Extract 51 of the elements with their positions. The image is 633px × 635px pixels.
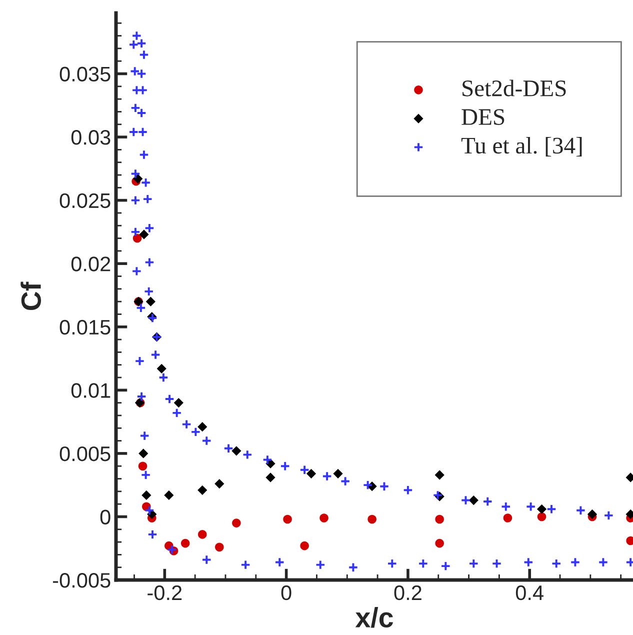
point [232,446,242,456]
y-axis-title: Cf [20,282,42,310]
y-tick-label: 0.03 [71,130,110,145]
point [232,518,241,528]
y-tick-label: 0.015 [60,320,110,335]
y-tick-label: 0.025 [60,193,110,208]
x-tick-label: 0.4 [516,585,544,600]
legend-label: DES [462,109,504,125]
y-tick-label: 0.035 [60,66,110,82]
y-tick-label: 0.02 [71,256,110,272]
y-tick-label: 0 [100,510,110,524]
point [138,462,148,470]
legend-label: Tu et al. [34] [461,137,582,157]
point [536,504,547,514]
point [587,509,598,519]
point [180,538,190,548]
point [306,468,316,478]
point [435,538,444,548]
point [434,470,444,480]
point [198,422,208,432]
point [198,530,207,539]
point [300,541,309,550]
point [468,495,478,506]
legend-label: Set2d-DES [462,80,566,96]
x-tick-label: 0.2 [394,585,422,600]
point [146,296,156,306]
point [214,479,224,489]
y-tick-label: 0.01 [71,383,110,398]
point [142,490,152,500]
point [537,512,546,522]
point [215,542,224,552]
point [368,514,376,524]
point [174,398,184,408]
point [138,448,148,458]
point [132,234,142,243]
x-tick-label: -0.2 [148,585,182,600]
point [503,514,512,522]
point [164,490,174,500]
y-tick-label: -0.005 [53,573,110,588]
point [139,230,149,240]
point [435,514,444,524]
point [133,174,143,184]
point [320,514,328,522]
x-axis-title: x/c [355,607,393,628]
point [266,472,276,482]
point [283,514,292,524]
y-tick-label: 0.005 [60,446,110,462]
point [198,485,208,495]
point [156,364,166,374]
x-tick-label: 0 [281,585,292,600]
point [333,468,343,478]
